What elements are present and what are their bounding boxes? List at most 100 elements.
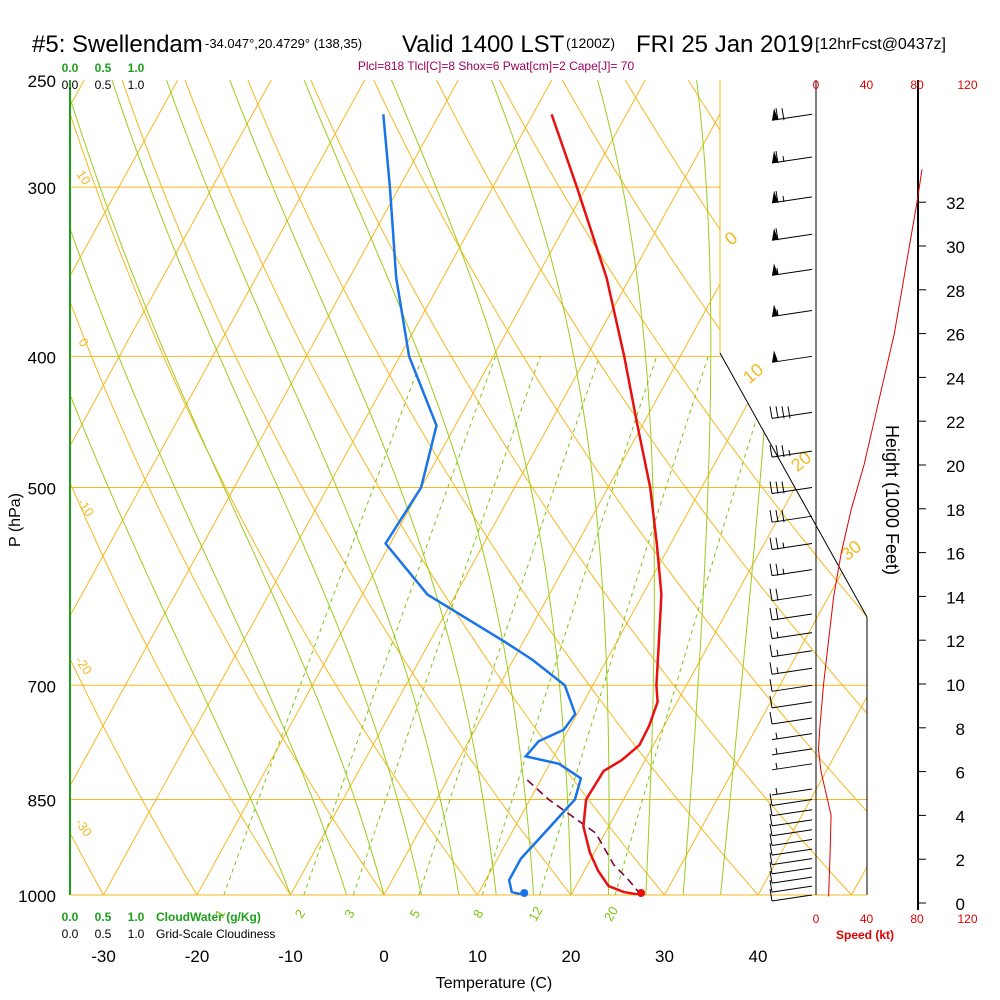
temperature-tick-label: 0: [379, 947, 388, 966]
wind-barb-feather: [775, 228, 779, 241]
wind-barb: [771, 304, 813, 317]
cloudiness-tick-top: 0.0: [62, 78, 79, 92]
wind-barb-feather: [769, 510, 773, 523]
pressure-tick-label: 500: [28, 480, 56, 499]
height-tick-label: 4: [956, 807, 965, 826]
pressure-tick-label: 300: [28, 179, 56, 198]
wind-barb-feather: [769, 563, 773, 576]
speed-tick-top: 80: [910, 78, 924, 92]
utc-time: (1200Z): [566, 35, 615, 51]
wind-barb-feather: [775, 445, 779, 458]
height-tick-label: 22: [946, 413, 965, 432]
wind-barb-feather: [775, 190, 779, 203]
wind-barb-feather: [775, 481, 779, 494]
wind-speed-line: [817, 169, 923, 897]
wind-barb: [769, 803, 813, 817]
wind-barb-feather: [775, 108, 779, 121]
wind-barb-feather: [769, 833, 773, 846]
wind-barb-half-feather: [775, 762, 778, 769]
mixing-ratio-label: 2: [292, 907, 309, 921]
mixing-ratio-label: 20: [601, 904, 621, 924]
wind-barb: [769, 833, 813, 847]
wind-barb-feather: [775, 607, 779, 621]
isotherm-label: -30: [72, 815, 95, 839]
wind-barb-feather: [781, 108, 785, 121]
isotherm-line: [103, 80, 553, 895]
axes: 1 2 3 5 8 12 20100-10-20-300102030250300400500…: [18, 61, 865, 966]
isotherm-line: [70, 80, 272, 895]
wind-barb: [769, 537, 813, 551]
wind-barb-staff: [771, 515, 813, 523]
dry-adiabat-line: [121, 80, 572, 895]
wind-barb: [769, 888, 813, 902]
wind-barb-staff: [771, 684, 813, 692]
wind-barb: [769, 793, 813, 806]
wind-barb-staff: [771, 717, 813, 725]
pressure-tick-label: 1000: [18, 887, 56, 906]
wind-barb-feather: [769, 793, 773, 806]
isotherm-label: 10: [73, 167, 94, 187]
wind-barb: [769, 861, 813, 875]
height-tick-label: 24: [946, 369, 965, 388]
moist-adiabat-line: [303, 80, 535, 895]
wind-panel: 0246810121416182022242628303200404080801…: [769, 78, 978, 926]
wind-barb: [771, 228, 813, 241]
wind-barb: [769, 662, 813, 675]
wind-barb-staff: [771, 450, 813, 458]
moist-adiabat-line: [70, 80, 291, 895]
speed-tick-top: 0: [813, 78, 820, 92]
wind-barb-feather: [775, 563, 779, 576]
wind-barb-half-feather: [775, 732, 778, 739]
wind-barb: [769, 823, 813, 837]
wind-barb-staff: [771, 848, 813, 856]
temperature-axis-title: Temperature (C): [436, 975, 552, 992]
mixing-ratio-label: 12: [525, 904, 545, 924]
wind-barb: [771, 350, 813, 363]
wind-barb-half-feather: [782, 195, 785, 202]
wind-barb-staff: [771, 788, 813, 796]
speed-tick-bottom: 0: [813, 912, 820, 926]
wind-barb: [769, 679, 813, 692]
wind-barb-feather: [775, 150, 779, 164]
wind-barb: [771, 762, 813, 771]
wind-barb-feather: [781, 510, 785, 523]
wind-barb-staff: [771, 894, 813, 902]
dry-adiabat-line: [561, 80, 867, 895]
wind-barb: [769, 813, 813, 827]
wind-barb-half-feather: [776, 309, 779, 316]
wind-barb: [769, 445, 813, 458]
dry-adiabat-line: [70, 80, 478, 895]
wind-barb-feather: [769, 823, 773, 836]
speed-tick-top: 120: [957, 78, 977, 92]
wind-barb-staff: [771, 156, 813, 164]
dry-adiabat-label: 0: [721, 228, 742, 250]
forecast-run: [12hrFcst@0437z]: [815, 36, 946, 53]
wind-barb-staff: [771, 543, 813, 551]
wind-barb-feather: [787, 406, 791, 419]
moist-adiabat-line: [111, 80, 422, 895]
wind-barb-staff: [771, 196, 813, 204]
wind-barb-staff: [771, 809, 813, 817]
wind-barb-staff: [771, 701, 813, 709]
temperature-tick-label: 30: [655, 947, 674, 966]
mixing-ratio-line: [223, 356, 424, 895]
cloudwater-tick-top: 0.5: [95, 61, 112, 75]
wind-barb-flag: [772, 228, 778, 241]
wind-barb-staff: [771, 268, 813, 276]
height-tick-label: 18: [946, 501, 965, 520]
cloudiness-tick-bottom: 0.0: [62, 927, 79, 941]
wind-barb-feather: [769, 871, 773, 884]
mixing-ratio-label: 8: [470, 907, 487, 921]
sounding-parameters: Plcl=818 Tlcl[C]=8 Shox=6 Pwat[cm]=2 Cap…: [358, 59, 635, 73]
wind-barb-feather: [769, 880, 773, 893]
cloudwater-tick-bottom: 1.0: [128, 910, 145, 924]
mixing-ratio-label: 5: [407, 907, 424, 921]
dry-adiabat-line: [813, 80, 867, 895]
height-tick-label: 0: [956, 895, 965, 914]
pressure-tick-label: 700: [28, 677, 56, 696]
wind-barb: [771, 108, 813, 121]
height-tick-label: 16: [946, 545, 965, 564]
dry-adiabat-line: [184, 80, 665, 895]
wind-barb: [769, 406, 813, 419]
height-tick-label: 2: [956, 851, 965, 870]
